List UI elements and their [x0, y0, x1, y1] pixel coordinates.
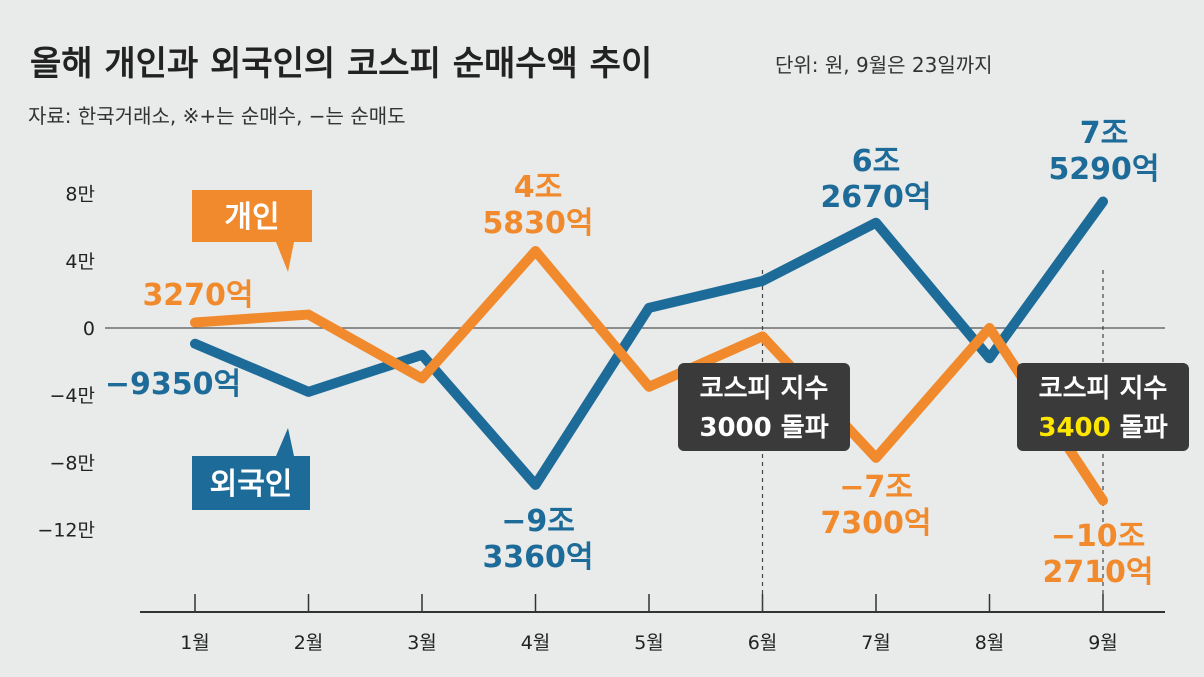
data-label-individual: 5830억: [482, 206, 593, 241]
annotation-number: 3400: [1038, 413, 1110, 443]
data-label-foreign: 6조: [852, 144, 900, 179]
data-label-individual: −10조: [1051, 519, 1146, 554]
legend-individual: 개인: [192, 190, 312, 272]
unit-note: 단위: 원, 9월은 23일까지: [775, 53, 993, 77]
data-label-individual: 4조: [514, 170, 562, 205]
data-label-foreign: −9조: [501, 504, 575, 539]
source-note: 자료: 한국거래소, ※+는 순매수, −는 순매도: [28, 104, 406, 128]
legend-individual-bubble: [192, 190, 312, 272]
data-label-foreign: 5290억: [1048, 152, 1159, 187]
series-line-foreign: [190, 196, 1108, 490]
y-tick-label: 4만: [65, 251, 95, 273]
x-tick-label: 3월: [407, 632, 437, 654]
annotation-line2: 3400 돌파: [1038, 413, 1167, 443]
x-tick-label: 1월: [180, 632, 210, 654]
y-tick-label: 0: [83, 318, 95, 340]
x-tick-label: 4월: [521, 632, 551, 654]
data-label-individual: 3270억: [142, 278, 253, 313]
chart-title: 올해 개인과 외국인의 코스피 순매수액 추이: [30, 44, 652, 84]
legend-individual-label: 개인: [224, 200, 279, 235]
annotation-suffix: 돌파: [1111, 413, 1168, 443]
x-tick-label: 6월: [748, 632, 778, 654]
axis-layer: 8만 4만 0 −4만 −8만 −12만 1월 2월 3월 4월 5월 6월 7월 8월 9월: [37, 184, 1165, 654]
data-label-foreign: 2670억: [820, 180, 931, 215]
legend-foreign: 외국인: [192, 428, 310, 510]
y-tick-label: −4만: [50, 385, 96, 407]
annotation-box: [1017, 363, 1189, 451]
data-label-foreign: 7조: [1080, 116, 1128, 151]
legend-foreign-label: 외국인: [210, 467, 293, 502]
y-tick-label: −12만: [37, 520, 95, 542]
annotation-suffix: 돌파: [772, 413, 829, 443]
data-label-foreign: −9350억: [105, 367, 241, 402]
data-label-individual: 2710억: [1042, 555, 1153, 590]
x-tick-label: 8월: [975, 632, 1005, 654]
series-layer: [190, 196, 1108, 506]
y-tick-label: 8만: [65, 184, 95, 206]
annotation-box: [678, 363, 850, 451]
annotation-line1: 코스피 지수: [1039, 374, 1168, 404]
data-label-individual: 7300억: [820, 506, 931, 541]
x-tick-label: 9월: [1088, 632, 1118, 654]
series-line-individual: [190, 246, 1108, 506]
data-label-foreign: 3360억: [482, 540, 593, 575]
annotation-layer: 코스피 지수 3000 돌파 코스피 지수 3400 돌파: [678, 363, 1189, 451]
x-tick-label: 7월: [861, 632, 891, 654]
x-tick-label: 2월: [294, 632, 324, 654]
y-tick-label: −8만: [50, 452, 96, 474]
legend-foreign-bubble: [192, 428, 310, 510]
annotation-line2: 3000 돌파: [699, 413, 828, 443]
annotation-line1: 코스피 지수: [700, 374, 829, 404]
annotation-number: 3000: [699, 413, 771, 443]
x-tick-label: 5월: [634, 632, 664, 654]
data-label-individual: −7조: [839, 470, 913, 505]
